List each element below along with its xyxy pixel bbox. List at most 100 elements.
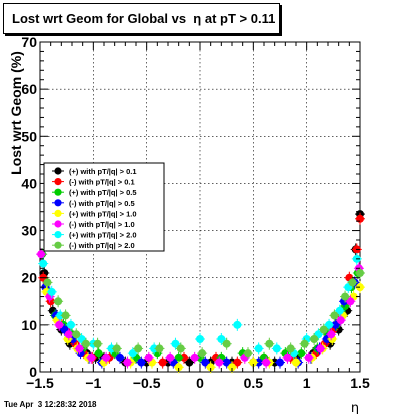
data-point: [81, 339, 90, 348]
data-point: [137, 358, 146, 367]
legend-box: [43, 162, 165, 252]
data-point: [356, 269, 364, 277]
data-point: [185, 358, 194, 367]
data-point: [304, 353, 313, 362]
data-point: [55, 320, 64, 329]
data-point: [158, 358, 167, 367]
data-point: [300, 339, 309, 348]
data-point: [196, 335, 204, 343]
data-point: [319, 325, 328, 334]
data-point: [37, 250, 46, 259]
data-point: [233, 358, 242, 367]
y-tick-label: 10: [21, 317, 37, 333]
data-point: [174, 363, 183, 372]
x-tick-label: −0.5: [133, 375, 161, 391]
data-point: [297, 349, 306, 358]
x-tick-label: 0.5: [244, 375, 264, 391]
legend-entry: (-) with pT/|q| > 2.0: [69, 241, 135, 250]
data-point: [325, 320, 334, 329]
data-point: [336, 316, 345, 325]
data-point: [128, 349, 137, 358]
x-axis-label: η: [351, 401, 359, 414]
data-point: [292, 358, 300, 367]
data-point: [346, 297, 355, 306]
legend-entry: (+) with pT/|q| > 0.5: [69, 188, 137, 197]
data-point: [215, 358, 224, 367]
x-tick-label: −1.5: [26, 375, 54, 391]
data-point: [228, 363, 236, 372]
legend-entry: (+) with pT/|q| > 2.0: [69, 231, 137, 240]
chart-title-box: Lost wrt Geom for Global vs η at pT > 0.…: [3, 3, 280, 34]
data-point: [43, 278, 52, 287]
data-point: [134, 344, 143, 353]
data-point: [39, 259, 48, 268]
legend-marker: [54, 199, 62, 207]
data-point: [206, 363, 215, 372]
data-point: [341, 292, 350, 301]
y-tick-label: 30: [21, 223, 37, 239]
y-tick-label: 50: [21, 128, 37, 144]
data-point: [166, 353, 175, 362]
data-point: [327, 330, 336, 339]
data-point: [66, 320, 75, 329]
y-tick-label: 60: [21, 81, 37, 97]
data-point: [201, 358, 210, 367]
legend-marker: [54, 220, 62, 228]
data-point: [75, 344, 84, 353]
data-point: [116, 353, 124, 362]
data-point: [144, 353, 153, 362]
data-point: [272, 344, 281, 353]
legend-marker: [54, 241, 62, 249]
y-tick-label: 40: [21, 175, 37, 191]
data-point: [87, 353, 96, 362]
timestamp: Tue Apr 3 12:28:32 2018: [4, 400, 97, 409]
data-point: [249, 358, 258, 367]
data-point: [171, 339, 180, 348]
y-tick-label: 0: [29, 364, 37, 380]
data-point: [244, 349, 252, 358]
x-tick-label: −1: [85, 375, 101, 391]
data-point: [93, 339, 102, 348]
data-point: [217, 335, 226, 343]
data-point: [112, 344, 121, 353]
chart-title: Lost wrt Geom for Global vs η at pT > 0.…: [12, 11, 276, 26]
data-point: [310, 335, 319, 343]
data-point: [265, 339, 274, 348]
y-axis-label: Lost wrt Geom (%): [8, 51, 24, 175]
y-tick-label: 20: [21, 270, 37, 286]
data-point: [102, 353, 111, 362]
axes-layer: −1.5 −1 −0.5 0 0.5 1 1.5 0 10 20 30 40 50 60 70: [21, 34, 370, 391]
data-point: [64, 330, 73, 339]
legend-marker: [54, 231, 62, 239]
legend-marker: [54, 178, 62, 186]
data-point: [283, 353, 292, 362]
data-point: [174, 353, 183, 362]
data-point: [254, 344, 263, 353]
data-point: [262, 358, 271, 367]
legend-entry: (-) with pT/|q| > 0.1: [69, 178, 135, 187]
data-point: [123, 358, 132, 367]
legend-entry: (+) with pT/|q| > 0.1: [69, 167, 137, 176]
data-point: [54, 297, 63, 306]
data-point: [233, 320, 242, 329]
legend-marker: [54, 167, 62, 175]
data-layer: [36, 208, 365, 374]
legend: (+) with pT/|q| > 0.1 (-) with pT/|q| > 0…: [43, 162, 165, 252]
legend-entry: (-) with pT/|q| > 0.5: [69, 199, 135, 208]
x-tick-label: 1.5: [350, 375, 370, 391]
data-point: [330, 311, 339, 320]
data-point: [276, 358, 284, 367]
legend-marker: [54, 188, 62, 196]
data-point: [176, 344, 185, 353]
y-tick-label: 70: [21, 34, 37, 50]
data-point: [348, 278, 357, 287]
data-point: [94, 349, 103, 358]
data-point: [331, 320, 340, 329]
data-point: [335, 306, 344, 315]
data-point: [72, 330, 81, 339]
data-point: [316, 344, 325, 353]
data-point: [222, 358, 231, 367]
x-tick-label: 1: [303, 375, 311, 391]
legend-marker: [54, 209, 62, 217]
